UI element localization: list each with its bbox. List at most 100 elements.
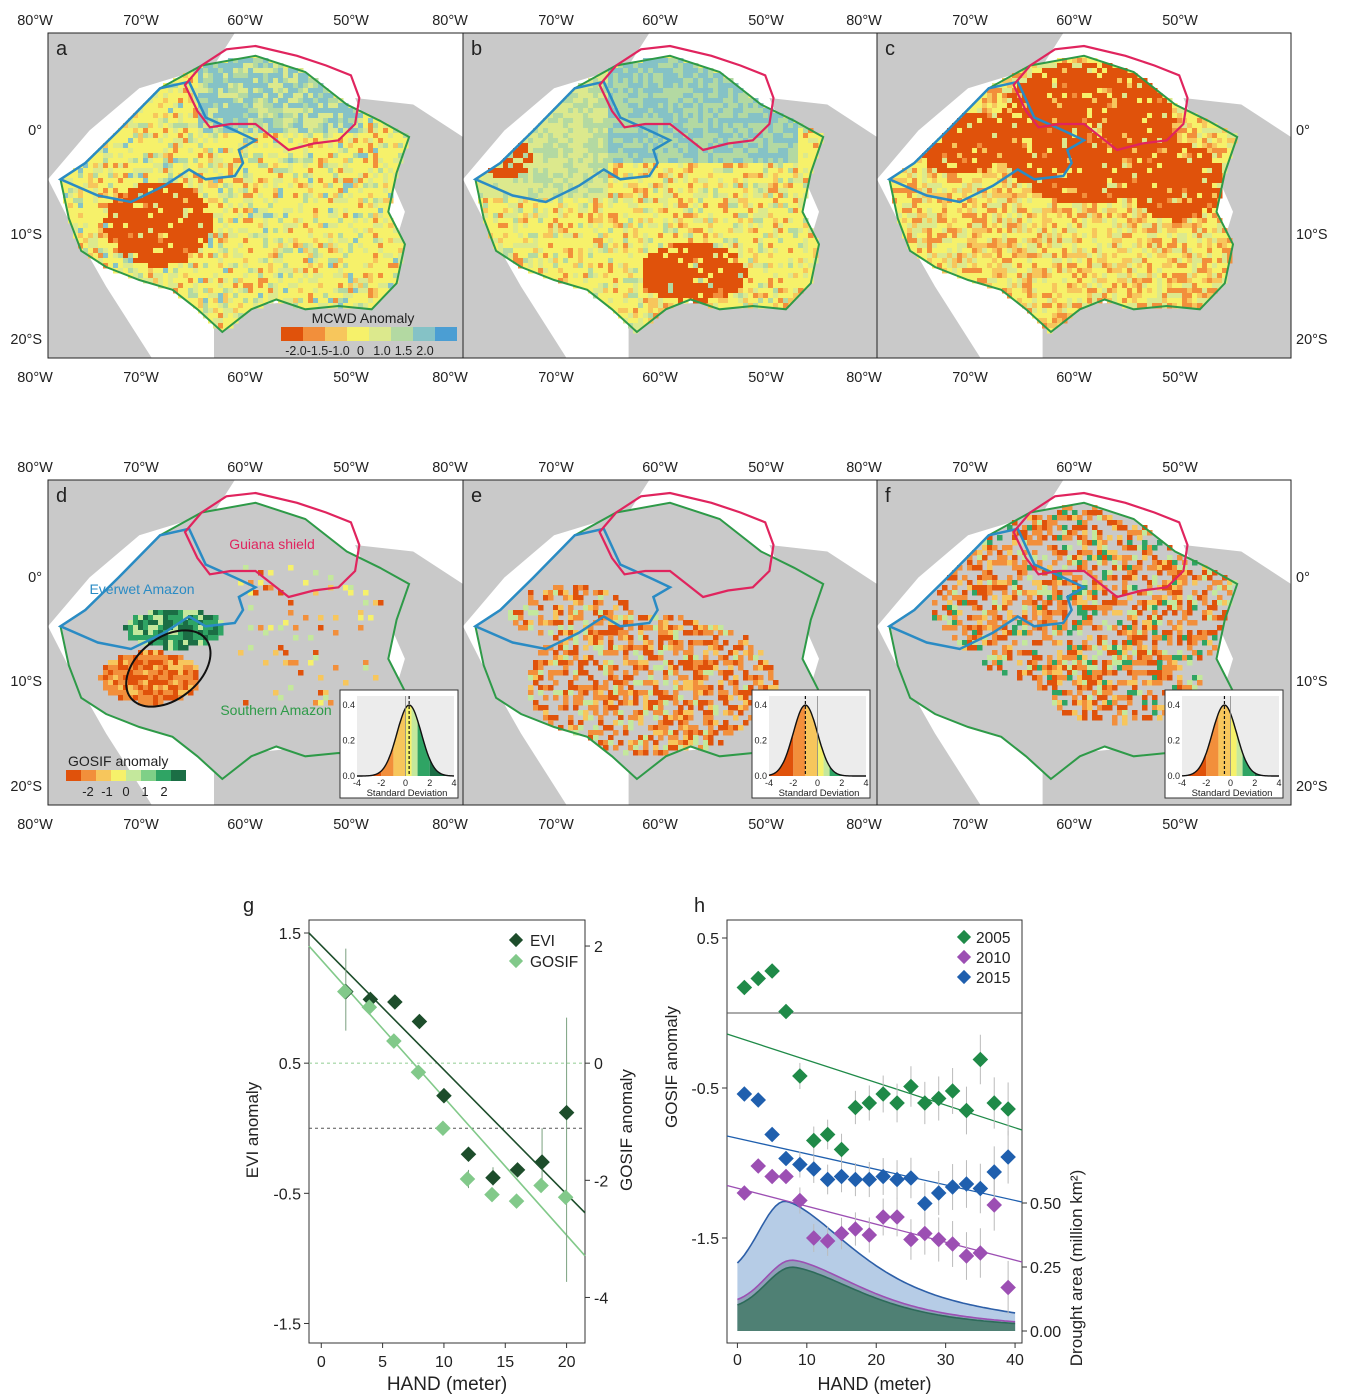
raster-cell [763,183,769,189]
raster-cell [728,173,734,179]
raster-cell [193,128,199,134]
raster-cell [673,163,679,169]
raster-cell [693,258,699,264]
raster-cell [763,233,769,239]
raster-cell [283,198,289,204]
raster-cell [748,168,754,174]
raster-cell [743,118,749,124]
raster-cell [738,268,744,274]
raster-cell [203,178,209,184]
raster-cell [568,238,574,244]
raster-cell [743,233,749,239]
raster-cell [548,163,554,169]
raster-cell [138,168,144,174]
raster-cell [343,118,349,124]
raster-cell [628,268,634,274]
raster-cell [493,178,499,184]
raster-cell [298,298,304,304]
raster-cell [328,293,334,299]
raster-cell [798,123,804,129]
raster-cell [328,193,334,199]
raster-cell [533,238,539,244]
raster-cell [353,153,359,159]
raster-cell [693,68,699,74]
raster-cell [253,93,259,99]
raster-cell [313,238,319,244]
raster-cell [298,108,304,114]
raster-cell [268,68,274,74]
raster-cell [583,198,589,204]
raster-cell [633,218,639,224]
raster-cell [173,153,179,159]
raster-cell [808,153,814,159]
raster-cell [98,158,104,164]
raster-cell [583,113,589,119]
raster-cell [613,208,619,214]
raster-cell [758,258,764,264]
raster-cell [768,248,774,254]
raster-cell [168,93,174,99]
raster-cell [123,218,129,224]
raster-cell [708,93,714,99]
raster-cell [803,138,809,144]
raster-cell [548,233,554,239]
raster-cell [783,173,789,179]
raster-cell [393,143,399,149]
raster-cell [603,158,609,164]
raster-cell [543,233,549,239]
raster-cell [538,153,544,159]
raster-cell [593,183,599,189]
raster-cell [633,248,639,254]
raster-cell [378,178,384,184]
raster-cell [738,148,744,154]
raster-cell [763,218,769,224]
raster-cell [313,118,319,124]
raster-cell [253,178,259,184]
raster-cell [278,88,284,94]
raster-cell [383,163,389,169]
raster-cell [788,168,794,174]
raster-cell [628,203,634,209]
raster-cell [193,258,199,264]
raster-cell [348,113,354,119]
raster-cell [538,163,544,169]
raster-cell [238,233,244,239]
raster-cell [223,73,229,79]
raster-cell [303,138,309,144]
raster-cell [98,183,104,189]
raster-cell [358,218,364,224]
raster-cell [208,303,214,309]
raster-cell [258,208,264,214]
raster-cell [178,168,184,174]
raster-cell [168,143,174,149]
raster-cell [288,143,294,149]
raster-cell [583,253,589,259]
raster-cell [688,173,694,179]
raster-cell [363,158,369,164]
raster-cell [748,143,754,149]
raster-cell [183,243,189,249]
raster-cell [623,268,629,274]
raster-cell [548,153,554,159]
raster-cell [558,253,564,259]
raster-cell [248,278,254,284]
raster-cell [223,238,229,244]
raster-cell [783,253,789,259]
raster-cell [348,123,354,129]
raster-cell [338,108,344,114]
raster-cell [288,258,294,264]
raster-cell [688,73,694,79]
raster-cell [663,203,669,209]
raster-cell [593,178,599,184]
raster-cell [638,158,644,164]
raster-cell [313,98,319,104]
raster-cell [808,163,814,169]
raster-cell [518,238,524,244]
raster-cell [333,158,339,164]
raster-cell [788,203,794,209]
raster-cell [108,163,114,169]
raster-cell [248,198,254,204]
raster-cell [753,143,759,149]
raster-cell [578,198,584,204]
raster-cell [303,113,309,119]
